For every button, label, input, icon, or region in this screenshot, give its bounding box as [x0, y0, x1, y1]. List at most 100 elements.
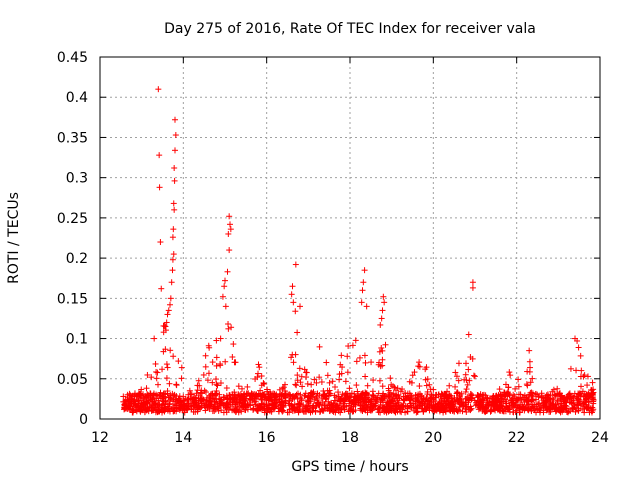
scatter-point — [120, 393, 127, 400]
scatter-point — [419, 400, 426, 407]
scatter-point — [432, 394, 439, 401]
scatter-point — [161, 404, 168, 411]
scatter-point — [494, 395, 501, 402]
data-points — [120, 86, 597, 416]
scatter-point — [289, 351, 296, 358]
scatter-point — [454, 389, 461, 396]
scatter-point — [258, 382, 265, 389]
axis-ticks: 0 0.05 0.1 0.15 0.2 0.25 0.3 0.35 0.4 0.45 12 14 16 1… — [57, 50, 609, 446]
scatter-point — [331, 392, 338, 399]
scatter-point — [526, 358, 533, 365]
scatter-point — [153, 375, 160, 382]
scatter-point — [584, 373, 591, 380]
y-axis-label: ROTI / TECUs — [6, 192, 22, 284]
scatter-point — [456, 403, 463, 410]
scatter-point — [527, 398, 534, 405]
scatter-point — [195, 377, 202, 384]
scatter-point — [255, 390, 262, 397]
scatter-point — [426, 405, 433, 412]
scatter-point — [392, 400, 399, 407]
scatter-point — [222, 402, 229, 409]
scatter-point — [442, 408, 449, 415]
scatter-point — [467, 354, 474, 361]
scatter-point — [297, 379, 304, 386]
scatter-point — [414, 397, 421, 404]
scatter-point — [519, 406, 526, 413]
scatter-point — [205, 370, 212, 377]
scatter-point — [380, 293, 387, 300]
scatter-point — [459, 402, 466, 409]
scatter-point — [133, 408, 140, 415]
scatter-point — [223, 385, 230, 392]
scatter-point — [377, 321, 384, 328]
scatter-point — [452, 383, 459, 390]
scatter-point — [212, 406, 219, 413]
scatter-point — [297, 303, 303, 310]
scatter-point — [589, 379, 596, 386]
scatter-point — [289, 283, 296, 290]
scatter-point — [170, 251, 177, 258]
scatter-point — [313, 393, 320, 400]
scatter-point — [369, 392, 376, 399]
scatter-point — [422, 406, 429, 413]
scatter-point — [290, 299, 297, 306]
scatter-point — [574, 337, 581, 344]
scatter-point — [526, 391, 533, 398]
scatter-point — [241, 397, 248, 404]
scatter-point — [266, 402, 273, 409]
scatter-point — [450, 405, 457, 412]
scatter-point — [561, 394, 568, 401]
scatter-point — [462, 399, 469, 406]
scatter-point — [190, 408, 197, 415]
scatter-point — [549, 388, 556, 395]
scatter-point — [141, 409, 148, 416]
scatter-point — [316, 409, 323, 416]
scatter-point — [290, 404, 297, 411]
scatter-point — [148, 374, 155, 381]
scatter-point — [324, 372, 331, 379]
scatter-point — [426, 397, 433, 404]
scatter-point — [498, 392, 505, 399]
scatter-point — [209, 359, 216, 366]
scatter-point — [213, 362, 220, 369]
scatter-point — [410, 405, 417, 412]
scatter-point — [168, 279, 175, 286]
scatter-point — [344, 353, 351, 360]
y-tick-label: 0.3 — [66, 171, 88, 187]
scatter-point — [219, 293, 226, 300]
scatter-point — [309, 405, 316, 412]
scatter-point — [527, 405, 534, 412]
scatter-point — [279, 385, 286, 392]
scatter-point — [445, 401, 452, 408]
scatter-point — [396, 395, 403, 402]
scatter-point — [125, 404, 132, 411]
scatter-point — [416, 359, 423, 366]
scatter-point — [239, 385, 246, 392]
scatter-point — [264, 388, 271, 395]
scatter-point — [217, 400, 224, 407]
scatter-point — [273, 393, 280, 400]
scatter-point — [408, 379, 415, 386]
scatter-point — [439, 391, 446, 398]
scatter-point — [574, 402, 581, 409]
scatter-point — [420, 395, 427, 402]
scatter-point — [577, 373, 584, 380]
scatter-point — [202, 363, 209, 370]
scatter-point — [431, 407, 438, 414]
scatter-point — [509, 403, 516, 410]
scatter-point — [255, 361, 262, 368]
scatter-point — [512, 385, 519, 392]
scatter-point — [510, 400, 517, 407]
scatter-point — [464, 381, 471, 388]
scatter-point — [212, 391, 219, 398]
scatter-point — [496, 386, 503, 393]
scatter-point — [462, 360, 469, 367]
scatter-point — [469, 395, 476, 402]
scatter-point — [228, 324, 235, 331]
scatter-point — [249, 397, 256, 404]
scatter-point — [346, 402, 353, 409]
scatter-point — [455, 377, 462, 384]
scatter-point — [370, 403, 377, 410]
scatter-point — [162, 327, 169, 334]
scatter-point — [226, 392, 233, 399]
